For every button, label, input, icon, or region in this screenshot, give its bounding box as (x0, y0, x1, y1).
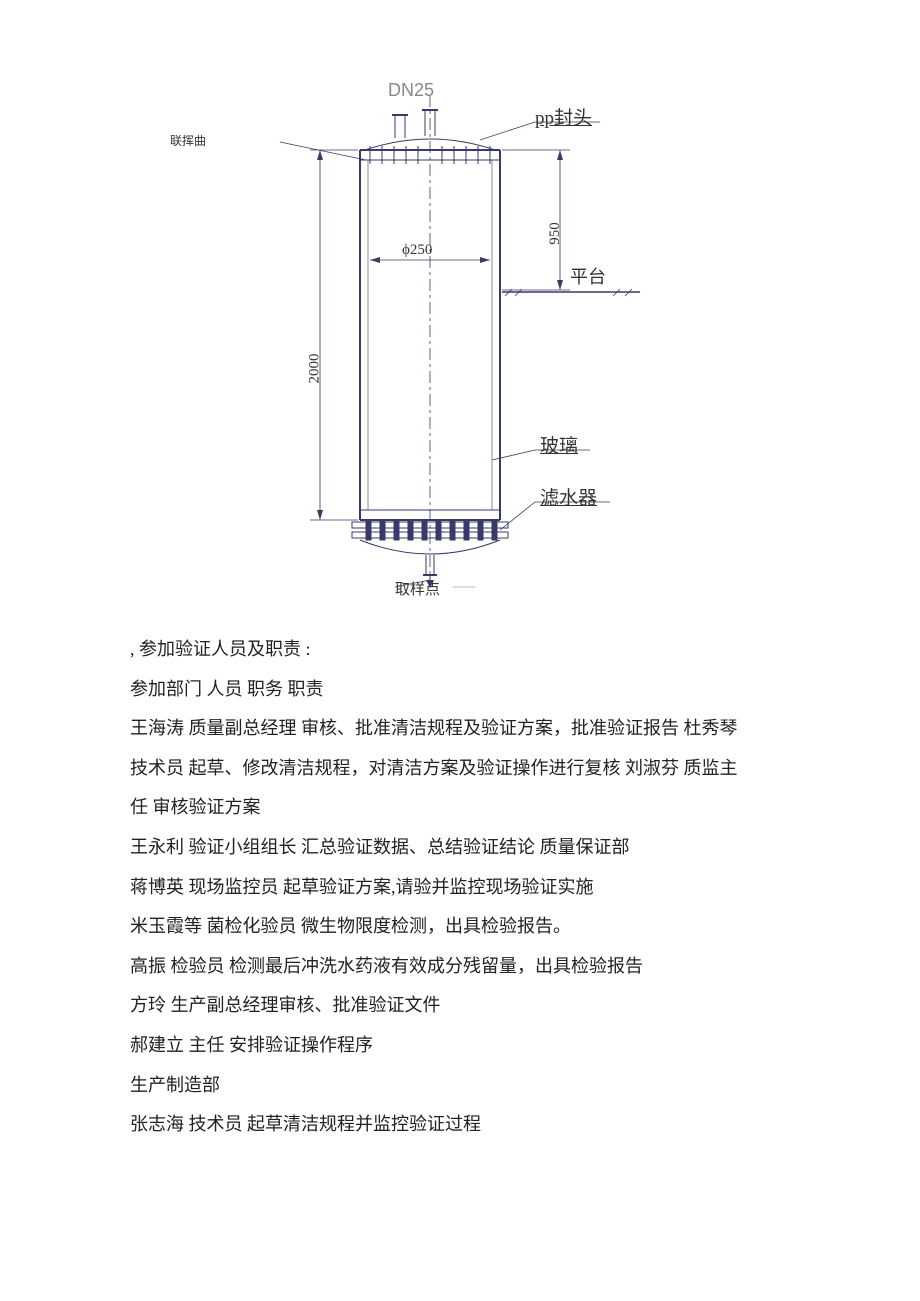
dim-2000: 2000 (307, 354, 324, 384)
label-glass: 玻璃 (540, 431, 578, 458)
table-header-line: 参加部门 人员 职务 职责 (130, 670, 790, 710)
label-dn25: DN25 (388, 80, 434, 101)
text-line: 生产制造部 (130, 1066, 790, 1106)
text-line: 米玉霞等 菌检化验员 微生物限度检测，出具检验报告。 (130, 907, 790, 947)
text-line: 任 审核验证方案 (130, 788, 790, 828)
diagram-container: DN25 联挥曲 pp封头 平台 玻璃 滤水器 取样点 2000 950 ϕ25… (130, 60, 790, 600)
label-platform: 平台 (570, 263, 606, 289)
text-line: 蒋博英 现场监控员 起草验证方案,请验并监控现场验证实施 (130, 868, 790, 908)
text-line: 高振 检验员 检测最后冲洗水药液有效成分残留量，出具检验报告 (130, 947, 790, 987)
text-line: 王海涛 质量副总经理 审核、批准清洁规程及验证方案，批准验证报告 杜秀琴 (130, 709, 790, 749)
dim-950: 950 (547, 222, 564, 245)
label-sample-point: 取样点 (395, 578, 440, 599)
text-line: 方玲 生产副总经理审核、批准验证文件 (130, 986, 790, 1026)
vessel-diagram: DN25 联挥曲 pp封头 平台 玻璃 滤水器 取样点 2000 950 ϕ25… (170, 60, 700, 600)
label-lianhuiqu: 联挥曲 (170, 132, 206, 149)
dim-phi250: ϕ250 (402, 242, 432, 259)
text-body: , 参加验证人员及职责 : 参加部门 人员 职务 职责 王海涛 质量副总经理 审… (130, 630, 790, 1145)
label-pp-head: pp封头 (535, 103, 592, 130)
label-filter: 滤水器 (540, 483, 597, 510)
diagram-svg (170, 60, 700, 600)
text-line: 技术员 起草、修改清洁规程，对清洁方案及验证操作进行复核 刘淑芬 质监主 (130, 749, 790, 789)
text-line: 王永利 验证小组组长 汇总验证数据、总结验证结论 质量保证部 (130, 828, 790, 868)
text-line: 郝建立 主任 安排验证操作程序 (130, 1026, 790, 1066)
intro-line: , 参加验证人员及职责 : (130, 630, 790, 670)
text-line: 张志海 技术员 起草清洁规程并监控验证过程 (130, 1105, 790, 1145)
